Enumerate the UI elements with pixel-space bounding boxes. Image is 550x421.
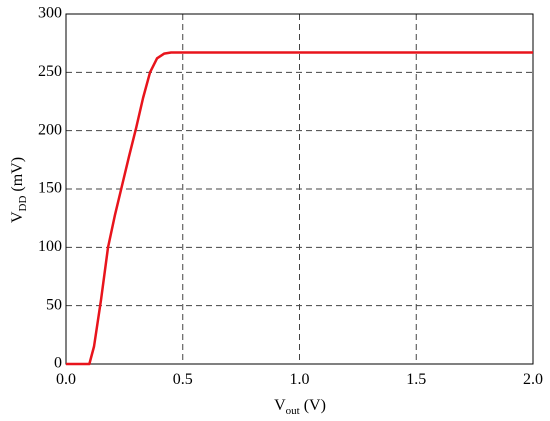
y-tick-label: 0 [54,355,62,372]
data-line [66,51,533,366]
y-tick-label: 50 [46,296,62,313]
x-tick-label: 2.0 [523,371,543,388]
x-tick-label: 0.5 [173,371,193,388]
y-tick-label: 200 [38,121,62,138]
plot-frame [65,13,534,365]
x-tick-label: 1.5 [406,371,426,388]
y-tick-label: 250 [38,63,62,80]
y-tick-label: 150 [38,180,62,197]
x-tick-label: 0.0 [56,371,76,388]
x-tick-label: 1.0 [290,371,310,388]
y-tick-label: 100 [38,238,62,255]
x-axis-label: Vout (V) [274,397,326,417]
y-axis-label: VDD (mV) [9,157,29,223]
y-tick-label: 300 [38,5,62,22]
